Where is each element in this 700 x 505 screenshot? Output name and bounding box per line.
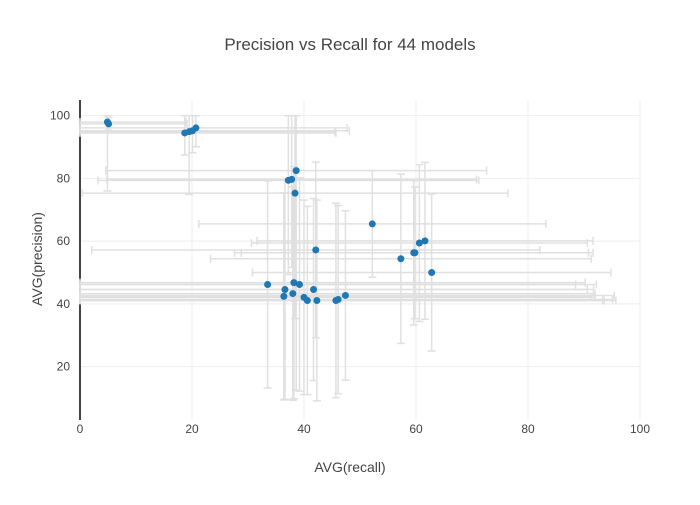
- x-tick-label: 80: [521, 422, 535, 436]
- data-point: [291, 189, 299, 197]
- y-tick-label: 100: [50, 109, 70, 123]
- data-point: [303, 296, 311, 304]
- y-tick-label: 80: [57, 171, 71, 185]
- data-point: [313, 296, 321, 304]
- x-axis-label: AVG(recall): [314, 459, 385, 475]
- data-point: [296, 280, 304, 288]
- data-point: [290, 279, 298, 287]
- data-point: [368, 220, 376, 228]
- data-point: [411, 249, 419, 257]
- data-point: [280, 292, 288, 300]
- data-point: [264, 280, 272, 288]
- data-point: [289, 290, 297, 298]
- x-tick-label: 40: [297, 422, 311, 436]
- x-tick-label: 20: [185, 422, 199, 436]
- data-point: [310, 285, 318, 293]
- data-point: [341, 291, 349, 299]
- x-tick-label: 0: [77, 422, 84, 436]
- data-point: [421, 237, 429, 245]
- y-axis-label: AVG(precision): [29, 212, 45, 306]
- data-point: [415, 239, 423, 247]
- data-point: [292, 167, 300, 175]
- x-tick-label: 100: [630, 422, 650, 436]
- data-point: [334, 296, 342, 304]
- y-tick-label: 40: [57, 297, 71, 311]
- data-point: [288, 175, 296, 183]
- data-point: [312, 246, 320, 254]
- data-point: [397, 255, 405, 263]
- y-tick-label: 20: [57, 360, 71, 374]
- data-point: [281, 285, 289, 293]
- chart-title: Precision vs Recall for 44 models: [224, 35, 475, 54]
- y-tick-label: 60: [57, 234, 71, 248]
- data-point: [192, 124, 200, 132]
- data-point: [428, 269, 436, 277]
- data-point: [105, 120, 113, 128]
- x-tick-label: 60: [409, 422, 423, 436]
